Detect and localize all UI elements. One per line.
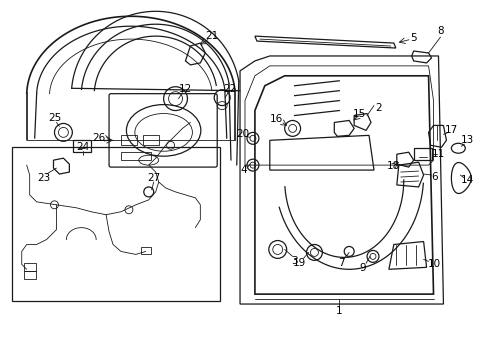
- Text: 4: 4: [240, 165, 247, 175]
- Text: 15: 15: [352, 108, 365, 118]
- Bar: [142, 135, 158, 145]
- Bar: [121, 152, 150, 160]
- Text: 7: 7: [337, 258, 344, 268]
- Text: 20: 20: [236, 129, 249, 139]
- Text: 14: 14: [460, 175, 473, 185]
- Bar: [141, 247, 150, 255]
- Text: 22: 22: [223, 84, 236, 94]
- Bar: [24, 264, 36, 271]
- Text: 24: 24: [77, 142, 90, 152]
- Bar: [73, 140, 91, 152]
- Text: 19: 19: [292, 258, 305, 268]
- Text: 26: 26: [92, 133, 105, 143]
- Text: 23: 23: [37, 173, 50, 183]
- Text: 10: 10: [427, 259, 440, 269]
- Text: 1: 1: [335, 306, 342, 316]
- Text: 6: 6: [430, 172, 437, 182]
- Bar: [12, 147, 220, 301]
- Text: 21: 21: [205, 31, 219, 41]
- Text: 18: 18: [386, 161, 400, 171]
- Text: 3: 3: [291, 256, 297, 266]
- Text: 16: 16: [269, 114, 283, 125]
- Text: 12: 12: [179, 84, 192, 94]
- Text: 11: 11: [431, 149, 444, 159]
- Text: 9: 9: [359, 263, 366, 273]
- Text: 17: 17: [444, 125, 457, 135]
- Text: 13: 13: [460, 135, 473, 145]
- Bar: [24, 271, 36, 279]
- Text: 8: 8: [436, 26, 443, 36]
- Text: 2: 2: [375, 103, 382, 113]
- Bar: [413, 148, 431, 160]
- Bar: [121, 135, 137, 145]
- Text: 5: 5: [409, 33, 416, 43]
- Text: 27: 27: [147, 173, 160, 183]
- Text: 25: 25: [48, 113, 61, 123]
